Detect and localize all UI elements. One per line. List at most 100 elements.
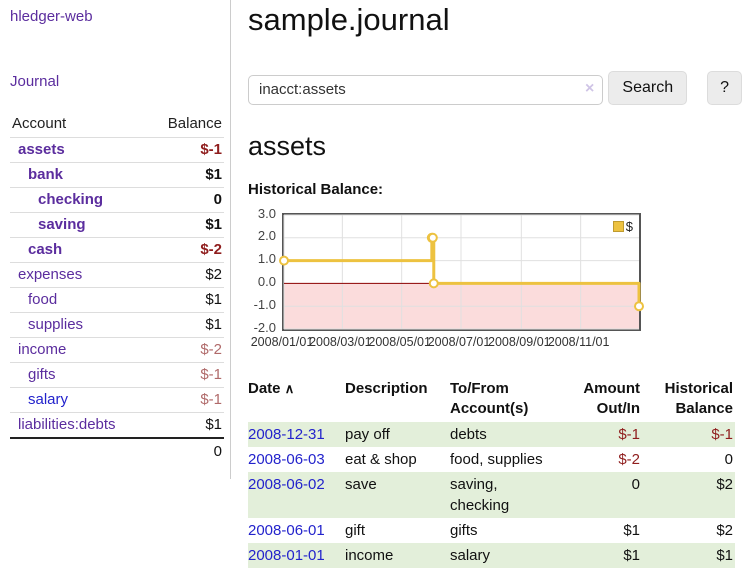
app: hledger-web Journal Account Balance asse… [0,0,742,568]
search-form: × Search ? [248,70,742,105]
sidebar-item-journal[interactable]: Journal [10,73,60,90]
transaction-date-link[interactable]: 2008-06-02 [248,475,325,493]
transaction-date-link[interactable]: 2008-06-01 [248,521,325,539]
data-point-marker [428,278,439,289]
account-balance: $1 [148,312,224,338]
account-balance: $-1 [148,362,224,388]
register-header-balance: Historical Balance [664,379,733,417]
transaction-accounts: food, supplies [450,450,543,468]
table-row: income $-2 [10,337,224,363]
y-axis-labels: 3.0 2.0 1.0 0.0 -1.0 -2.0 [244,206,276,335]
account-link-gifts[interactable]: gifts [28,366,56,383]
table-row: gifts $-1 [10,362,224,388]
chart-svg [279,214,644,330]
accounts-table: Account Balance assets $-1 bank $1 check… [10,111,224,465]
table-row: 2008-01-01 income salary $1 $1 [248,542,735,568]
accounts-header-account: Account [12,115,67,132]
transaction-description: pay off [345,425,390,443]
account-link-supplies[interactable]: supplies [28,316,84,333]
data-point-marker [279,255,289,266]
data-point-marker [427,232,438,243]
account-balance: 0 [148,187,224,213]
account-balance: $-2 [148,337,224,363]
main-content: sample.journal × Search ? assets Histori… [231,0,742,568]
account-balance: $1 [148,212,224,238]
transaction-description: save [345,475,377,493]
table-row: salary $-1 [10,387,224,413]
sidebar: hledger-web Journal Account Balance asse… [0,0,231,479]
page-title: sample.journal [248,2,450,37]
transaction-balance: $-1 [711,425,733,443]
account-section-title: assets [248,130,327,161]
accounts-header-row: Account Balance [10,111,224,138]
register-header-date[interactable]: Date ∧ [248,379,295,397]
transaction-description: gift [345,521,366,539]
register-table: Date ∧ Description To/From Account(s) Am… [248,377,735,568]
account-balance: $1 [148,287,224,313]
table-row: food $1 [10,287,224,313]
account-link-salary[interactable]: salary [28,391,69,408]
x-tick-label: 2008/09/01 [488,334,551,349]
table-row: cash $-2 [10,237,224,263]
y-tick-label: -1.0 [253,296,276,312]
account-link-food[interactable]: food [28,291,58,308]
table-row: saving $1 [10,212,224,238]
account-link-bank[interactable]: bank [28,166,64,183]
x-tick-label: 2008/01/01 [250,334,314,349]
account-link-cash[interactable]: cash [28,241,63,258]
chart-legend: $ [610,217,635,235]
account-balance: $2 [148,262,224,288]
accounts-total-value: 0 [148,437,224,465]
clear-search-icon[interactable]: × [585,79,595,97]
search-input[interactable] [248,74,604,105]
transaction-accounts: salary [450,546,491,564]
y-tick-label: 1.0 [257,251,276,267]
transaction-accounts: saving, checking [450,475,510,514]
account-link-saving[interactable]: saving [38,216,86,233]
table-row: liabilities:debts $1 [10,412,224,438]
account-link-expenses[interactable]: expenses [18,266,83,283]
transaction-description: income [345,546,394,564]
transaction-amount: $-2 [618,450,640,468]
account-link-assets[interactable]: assets [18,141,65,158]
account-balance: $-1 [148,137,224,163]
y-tick-label: 3.0 [257,205,276,221]
search-button[interactable]: Search [608,70,688,105]
account-balance: $1 [148,162,224,188]
y-tick-label: 2.0 [257,228,276,244]
transaction-amount: $1 [623,546,640,564]
transaction-description: eat & shop [345,450,417,468]
chart-label: Historical Balance: [248,180,384,198]
account-link-liabilities-debts[interactable]: liabilities:debts [18,416,116,433]
account-balance: $-2 [148,237,224,263]
transaction-balance: $2 [716,521,733,539]
app-title-link[interactable]: hledger-web [10,8,93,25]
data-point-marker [634,300,644,311]
legend-swatch-icon [612,220,624,232]
account-balance: $-1 [148,387,224,413]
chart-plot-area: $ [279,212,644,331]
transaction-accounts: gifts [450,521,478,539]
account-link-checking[interactable]: checking [38,191,104,208]
transaction-date-link[interactable]: 2008-06-03 [248,450,325,468]
help-button[interactable]: ? [707,70,742,105]
transaction-accounts: debts [450,425,487,443]
table-row: bank $1 [10,162,224,188]
account-link-income[interactable]: income [18,341,67,358]
sort-ascending-icon: ∧ [284,380,295,396]
transaction-date-link[interactable]: 2008-12-31 [248,425,325,443]
transaction-balance: $1 [716,546,733,564]
accounts-header-balance: Balance [167,115,222,132]
x-tick-label: 2008/03/01 [309,334,372,349]
register-header-description: Description [345,379,428,397]
table-row: 2008-12-31 pay off debts $-1 $-1 [248,421,735,447]
table-row: 2008-06-03 eat & shop food, supplies $-2… [248,447,735,472]
y-tick-label: -2.0 [253,319,276,335]
table-row: 2008-06-02 save saving, checking 0 $2 [248,471,735,518]
x-tick-label: 2008/07/01 [427,334,491,349]
register-header-account: To/From Account(s) [450,379,529,417]
table-row: checking 0 [10,187,224,213]
historical-balance-chart: $ 3.0 2.0 1.0 0.0 -1.0 -2.0 2008/01/01 2008/03… [251,206,742,353]
legend-label: $ [625,218,633,234]
transaction-date-link[interactable]: 2008-01-01 [248,546,325,564]
